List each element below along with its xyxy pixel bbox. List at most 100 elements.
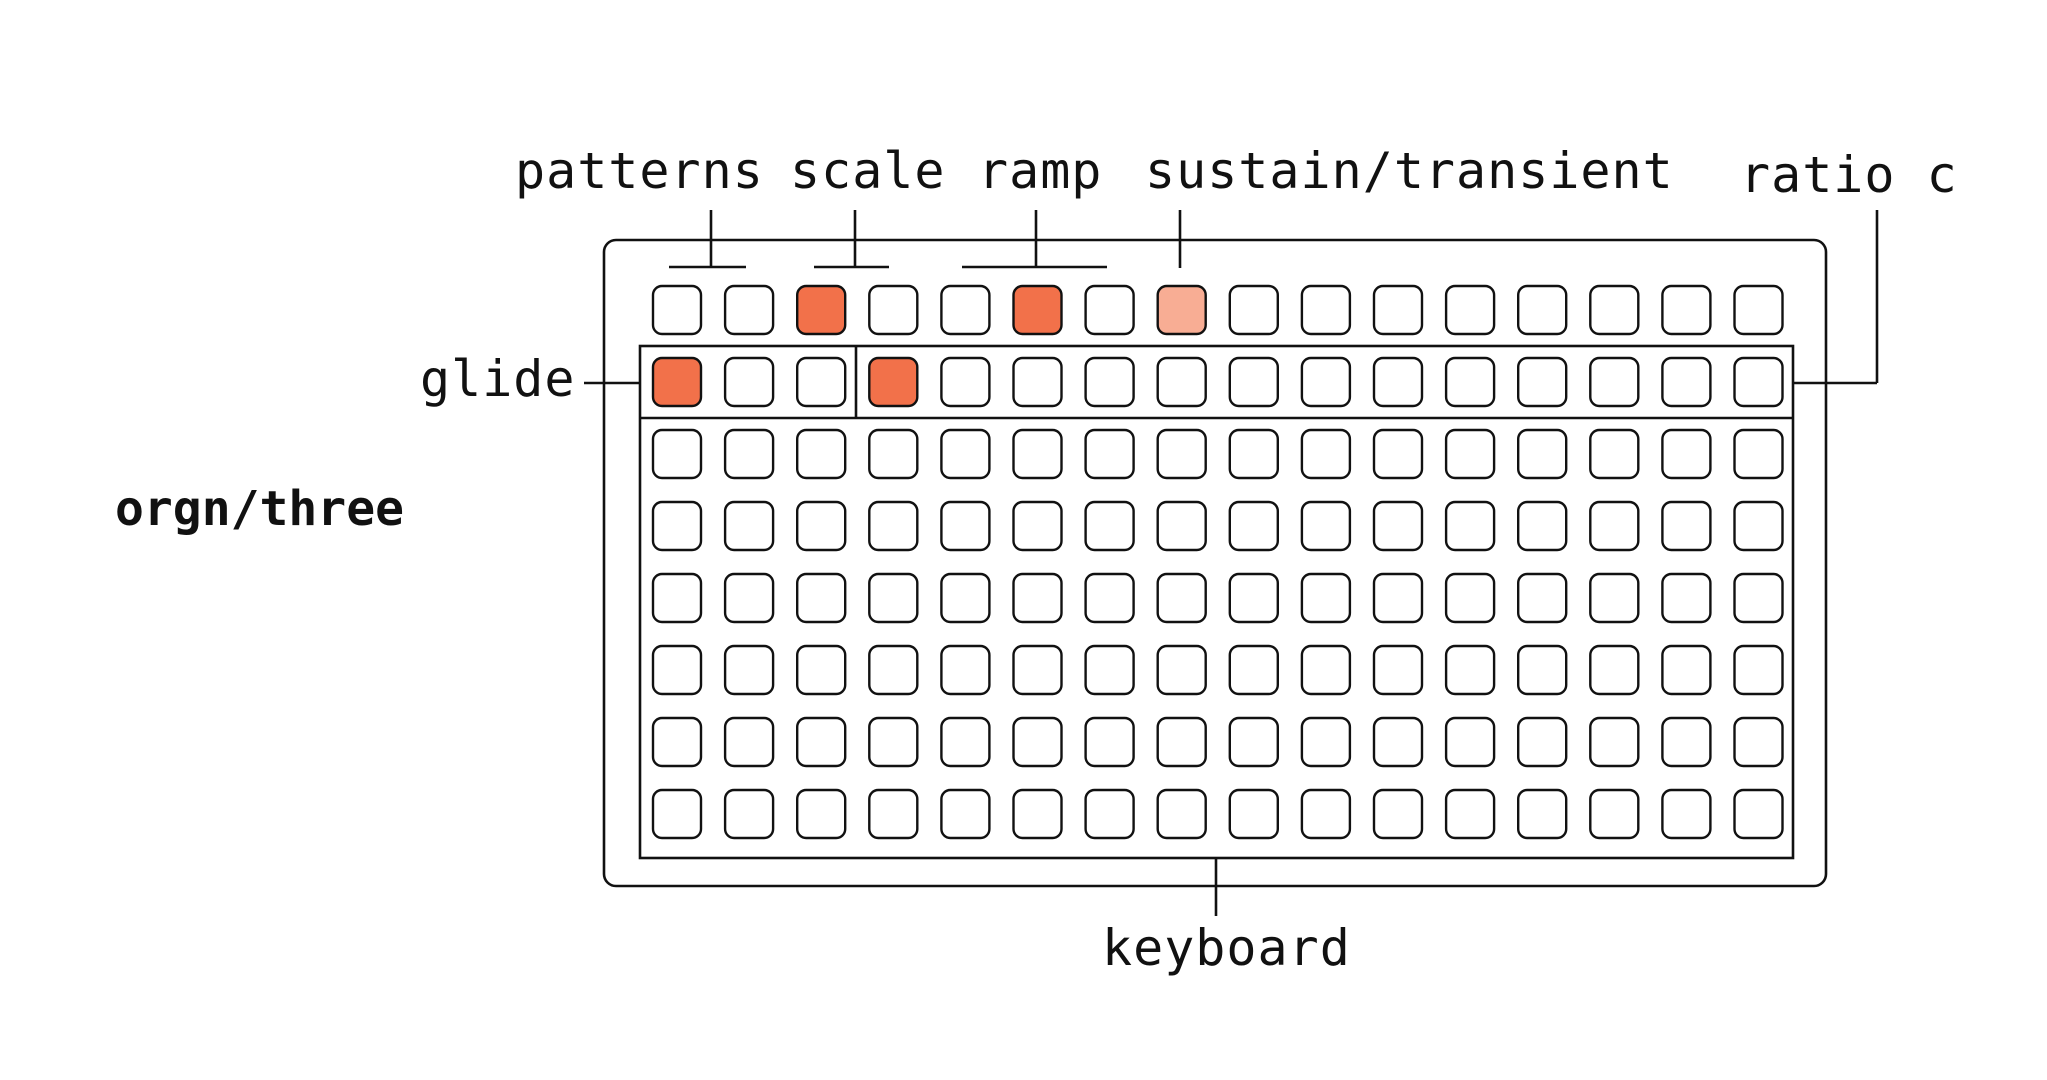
grid-key-r7-c12[interactable] [1444,716,1496,768]
grid-key-r4-c11[interactable] [1372,500,1424,552]
grid-key-r1-c1[interactable] [651,284,703,336]
grid-key-r5-c9[interactable] [1228,572,1280,624]
grid-key-r8-c13[interactable] [1516,788,1568,840]
grid-key-r7-c7[interactable] [1084,716,1135,768]
grid-key-r4-c12[interactable] [1444,500,1496,552]
grid-key-r8-c11[interactable] [1372,788,1424,840]
grid-key-r2-c4[interactable] [868,356,919,408]
grid-key-r2-c13[interactable] [1516,356,1568,408]
grid-key-r7-c3[interactable] [796,716,847,768]
grid-key-r1-c15[interactable] [1661,284,1712,336]
grid-key-r3-c8[interactable] [1156,428,1207,480]
grid-key-r3-c10[interactable] [1300,428,1352,480]
grid-key-r7-c9[interactable] [1228,716,1280,768]
grid-key-r7-c8[interactable] [1156,716,1207,768]
grid-key-r8-c9[interactable] [1228,788,1280,840]
grid-key-r5-c11[interactable] [1372,572,1424,624]
grid-key-r5-c2[interactable] [723,572,775,624]
grid-key-r8-c6[interactable] [1012,788,1063,840]
grid-key-r4-c7[interactable] [1084,500,1135,552]
grid-key-r8-c2[interactable] [723,788,775,840]
grid-key-r3-c12[interactable] [1444,428,1496,480]
grid-key-r7-c2[interactable] [723,716,775,768]
grid-key-r8-c15[interactable] [1661,788,1712,840]
grid-key-r7-c16[interactable] [1733,716,1784,768]
grid-key-r6-c7[interactable] [1084,644,1135,696]
grid-key-r7-c5[interactable] [940,716,991,768]
grid-key-r3-c13[interactable] [1516,428,1568,480]
grid-key-r5-c15[interactable] [1661,572,1712,624]
grid-key-r2-c6[interactable] [1012,356,1063,408]
grid-key-r5-c16[interactable] [1733,572,1784,624]
grid-key-r7-c11[interactable] [1372,716,1424,768]
grid-key-r8-c8[interactable] [1156,788,1207,840]
grid-key-r7-c10[interactable] [1300,716,1352,768]
grid-key-r4-c10[interactable] [1300,500,1352,552]
grid-key-r7-c13[interactable] [1516,716,1568,768]
grid-key-r6-c12[interactable] [1444,644,1496,696]
grid-key-r8-c5[interactable] [940,788,991,840]
grid-key-r4-c9[interactable] [1228,500,1280,552]
grid-key-r1-c4[interactable] [868,284,919,336]
grid-key-r2-c2[interactable] [723,356,775,408]
grid-key-r6-c15[interactable] [1661,644,1712,696]
grid-key-r1-c14[interactable] [1589,284,1640,336]
grid-key-r4-c15[interactable] [1661,500,1712,552]
grid-key-r4-c3[interactable] [796,500,847,552]
grid-key-r1-c13[interactable] [1516,284,1568,336]
grid-key-r1-c9[interactable] [1228,284,1280,336]
grid-key-r8-c14[interactable] [1589,788,1640,840]
grid-key-r2-c11[interactable] [1372,356,1424,408]
grid-key-r7-c4[interactable] [868,716,919,768]
grid-key-r5-c7[interactable] [1084,572,1135,624]
grid-key-r1-c5[interactable] [940,284,991,336]
grid-key-r5-c3[interactable] [796,572,847,624]
grid-key-r6-c9[interactable] [1228,644,1280,696]
grid-key-r7-c6[interactable] [1012,716,1063,768]
grid-key-r1-c7[interactable] [1084,284,1135,336]
grid-key-r6-c8[interactable] [1156,644,1207,696]
grid-key-r6-c11[interactable] [1372,644,1424,696]
grid-key-r8-c16[interactable] [1733,788,1784,840]
grid-key-r2-c8[interactable] [1156,356,1207,408]
grid-key-r1-c11[interactable] [1372,284,1424,336]
grid-key-r8-c1[interactable] [651,788,703,840]
grid-key-r2-c7[interactable] [1084,356,1135,408]
grid-key-r8-c3[interactable] [796,788,847,840]
grid-key-r8-c4[interactable] [868,788,919,840]
grid-key-r7-c15[interactable] [1661,716,1712,768]
grid-key-r5-c10[interactable] [1300,572,1352,624]
grid-key-r3-c3[interactable] [796,428,847,480]
grid-key-r4-c5[interactable] [940,500,991,552]
grid-key-r1-c16[interactable] [1733,284,1784,336]
grid-key-r4-c6[interactable] [1012,500,1063,552]
grid-key-r4-c14[interactable] [1589,500,1640,552]
grid-key-r4-c13[interactable] [1516,500,1568,552]
grid-key-r3-c6[interactable] [1012,428,1063,480]
grid-key-r4-c16[interactable] [1733,500,1784,552]
grid-key-r6-c2[interactable] [723,644,775,696]
grid-key-r2-c3[interactable] [796,356,847,408]
grid-key-r3-c15[interactable] [1661,428,1712,480]
grid-key-r5-c14[interactable] [1589,572,1640,624]
grid-key-r5-c8[interactable] [1156,572,1207,624]
grid-key-r1-c3[interactable] [796,284,847,336]
grid-key-r1-c2[interactable] [723,284,775,336]
grid-key-r4-c1[interactable] [651,500,703,552]
grid-key-r5-c6[interactable] [1012,572,1063,624]
grid-key-r1-c8[interactable] [1156,284,1207,336]
grid-key-r3-c9[interactable] [1228,428,1280,480]
grid-key-r6-c3[interactable] [796,644,847,696]
grid-key-r2-c10[interactable] [1300,356,1352,408]
grid-key-r2-c12[interactable] [1444,356,1496,408]
grid-key-r3-c1[interactable] [651,428,703,480]
grid-key-r2-c16[interactable] [1733,356,1784,408]
grid-key-r4-c8[interactable] [1156,500,1207,552]
grid-key-r3-c16[interactable] [1733,428,1784,480]
grid-key-r1-c12[interactable] [1444,284,1496,336]
grid-key-r6-c4[interactable] [868,644,919,696]
grid-key-r1-c10[interactable] [1300,284,1352,336]
grid-key-r4-c4[interactable] [868,500,919,552]
grid-key-r6-c6[interactable] [1012,644,1063,696]
grid-key-r6-c14[interactable] [1589,644,1640,696]
